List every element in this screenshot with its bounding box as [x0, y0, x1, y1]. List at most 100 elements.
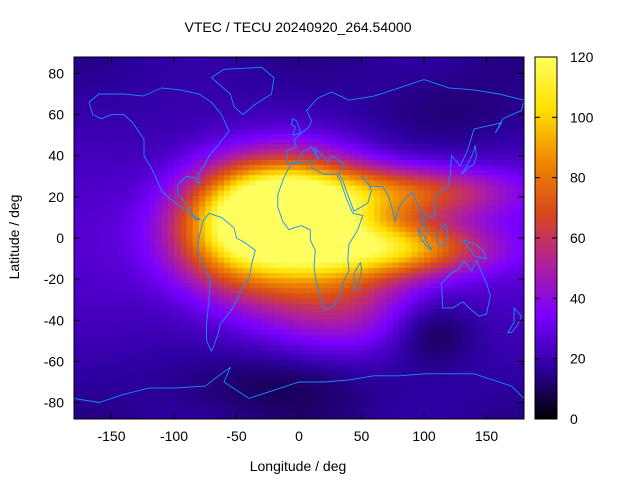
heatmap-cell — [424, 216, 431, 223]
heatmap-cell — [424, 360, 431, 367]
heatmap-cell — [74, 108, 81, 115]
heatmap-cell — [380, 288, 388, 295]
heatmap-cell — [411, 236, 419, 243]
heatmap-cell — [186, 334, 194, 341]
heatmap-cell — [249, 288, 256, 295]
heatmap-cell — [474, 360, 481, 367]
heatmap-cell — [349, 380, 356, 387]
heatmap-cell — [186, 406, 194, 413]
heatmap-cell — [430, 401, 438, 408]
heatmap-cell — [80, 236, 88, 243]
heatmap-cell — [299, 257, 306, 264]
heatmap-cell — [480, 236, 488, 243]
heatmap-cell — [305, 391, 313, 397]
heatmap-cell — [349, 185, 356, 192]
heatmap-cell — [199, 195, 206, 202]
heatmap-cell — [180, 242, 188, 248]
heatmap-cell — [442, 401, 450, 408]
heatmap-cell — [192, 128, 200, 135]
heatmap-cell — [305, 370, 313, 377]
heatmap-cell — [380, 386, 388, 392]
heatmap-cell — [186, 175, 194, 182]
heatmap-cell — [280, 159, 288, 166]
heatmap-cell — [355, 329, 363, 336]
heatmap-cell — [99, 175, 106, 182]
heatmap-cell — [386, 370, 394, 377]
heatmap-cell — [299, 185, 306, 192]
heatmap-cell — [142, 247, 150, 253]
heatmap-cell — [499, 365, 506, 372]
heatmap-cell — [324, 314, 331, 320]
heatmap-cell — [280, 82, 288, 89]
heatmap-cell — [230, 123, 238, 130]
heatmap-cell — [517, 283, 524, 289]
heatmap-cell — [211, 242, 219, 248]
heatmap-cell — [374, 195, 381, 202]
heatmap-cell — [86, 319, 94, 325]
heatmap-cell — [405, 118, 413, 125]
heatmap-cell — [136, 355, 144, 361]
heatmap-cell — [511, 319, 519, 325]
heatmap-cell — [449, 314, 456, 320]
heatmap-cell — [86, 267, 94, 274]
heatmap-cell — [361, 350, 369, 356]
heatmap-cell — [499, 375, 506, 382]
heatmap-cell — [236, 365, 244, 372]
heatmap-cell — [474, 314, 481, 320]
heatmap-cell — [405, 67, 413, 74]
heatmap-cell — [74, 242, 81, 248]
heatmap-cell — [355, 195, 363, 202]
heatmap-cell — [405, 98, 413, 104]
heatmap-cell — [142, 257, 150, 264]
heatmap-cell — [449, 247, 456, 253]
heatmap-cell — [467, 236, 475, 243]
heatmap-cell — [280, 67, 288, 74]
heatmap-cell — [517, 154, 524, 161]
heatmap-cell — [267, 149, 275, 156]
heatmap-cell — [117, 149, 125, 156]
heatmap-cell — [492, 190, 500, 197]
heatmap-cell — [374, 108, 381, 115]
heatmap-cell — [467, 72, 475, 79]
heatmap-cell — [211, 247, 219, 253]
heatmap-cell — [380, 293, 388, 300]
heatmap-cell — [461, 200, 469, 207]
heatmap-cell — [74, 216, 81, 223]
heatmap-cell — [92, 370, 100, 377]
heatmap-cell — [455, 221, 463, 228]
heatmap-cell — [467, 391, 475, 397]
heatmap-cell — [186, 257, 194, 264]
heatmap-cell — [186, 355, 194, 361]
heatmap-cell — [511, 123, 519, 130]
heatmap-cell — [105, 170, 113, 176]
heatmap-cell — [424, 123, 431, 130]
heatmap-cell — [280, 190, 288, 197]
heatmap-cell — [474, 242, 481, 248]
heatmap-cell — [261, 370, 269, 377]
heatmap-cell — [417, 221, 425, 228]
heatmap-cell — [267, 92, 275, 99]
heatmap-cell — [180, 113, 188, 120]
heatmap-cell — [424, 57, 431, 63]
heatmap-cell — [486, 67, 494, 74]
heatmap-cell — [280, 92, 288, 99]
heatmap-cell — [86, 87, 94, 94]
heatmap-cell — [336, 144, 344, 151]
heatmap-cell — [430, 350, 438, 356]
heatmap-cell — [230, 355, 238, 361]
heatmap-cell — [142, 159, 150, 166]
heatmap-cell — [255, 77, 263, 84]
heatmap-cell — [292, 334, 300, 341]
heatmap-cell — [374, 113, 381, 120]
heatmap-cell — [386, 175, 394, 182]
heatmap-cell — [117, 180, 125, 187]
heatmap-cell — [86, 329, 94, 336]
heatmap-cell — [142, 170, 150, 176]
heatmap-cell — [299, 108, 306, 115]
heatmap-cell — [111, 144, 119, 151]
heatmap-cell — [99, 272, 106, 279]
heatmap-cell — [424, 62, 431, 68]
heatmap-cell — [380, 200, 388, 207]
heatmap-cell — [461, 252, 469, 259]
heatmap-cell — [74, 319, 81, 325]
